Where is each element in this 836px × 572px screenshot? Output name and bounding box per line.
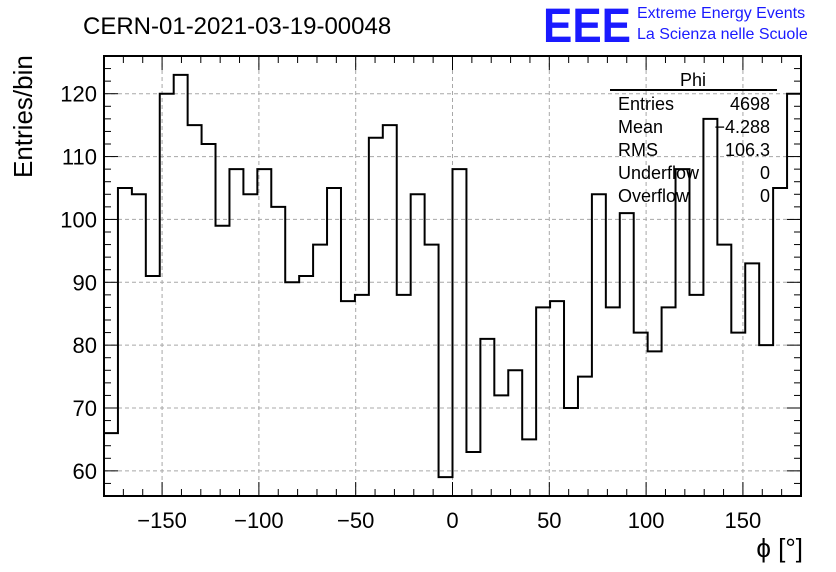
stats-value: 106.3	[725, 140, 770, 160]
stats-value: 0	[760, 163, 770, 183]
x-tick-label: 50	[537, 508, 561, 533]
y-tick-label: 100	[60, 207, 97, 232]
chart-title: CERN-01-2021-03-19-00048	[83, 13, 391, 40]
x-tick-label: −100	[234, 508, 284, 533]
stats-label: Entries	[618, 94, 674, 114]
y-tick-label: 80	[73, 333, 97, 358]
x-tick-label: −150	[137, 508, 187, 533]
logo-line-2: La Scienza nelle Scuole	[637, 26, 808, 43]
logo-mark: EEE	[543, 0, 631, 53]
stats-value: 0	[760, 186, 770, 206]
axis-ticks	[103, 55, 802, 496]
plot-frame	[103, 55, 802, 497]
stats-box: Phi Entries 4698 Mean −4.288 RMS 106.3 Underfl…	[610, 70, 777, 206]
stats-label: Overflow	[618, 186, 690, 206]
stats-title: Phi	[680, 70, 706, 90]
x-tick-label: 100	[628, 508, 665, 533]
y-tick-label: 70	[73, 396, 97, 421]
histogram-line	[104, 73, 801, 479]
x-tick-label: −50	[337, 508, 374, 533]
tick-labels: −150 −100 −50 0 50 100 150 60 70 80 90 100 110 120	[60, 82, 761, 533]
y-tick-label: 120	[60, 82, 97, 107]
x-axis-label: ϕ [°]	[756, 533, 803, 563]
stats-label: Mean	[618, 117, 663, 137]
y-tick-label: 110	[62, 145, 97, 170]
y-tick-label: 90	[73, 270, 97, 295]
x-tick-label: 150	[725, 508, 762, 533]
stats-value: 4698	[730, 94, 770, 114]
stats-label: Underflow	[618, 163, 700, 183]
stats-label: RMS	[618, 140, 658, 160]
stats-value: −4.288	[714, 117, 770, 137]
logo-line-1: Extreme Energy Events	[637, 5, 805, 22]
y-axis-label: Entries/bin	[8, 55, 38, 178]
x-tick-label: 0	[446, 508, 458, 533]
y-tick-label: 60	[73, 459, 97, 484]
eee-logo: EEE Extreme Energy Events La Scienza nel…	[543, 0, 808, 53]
